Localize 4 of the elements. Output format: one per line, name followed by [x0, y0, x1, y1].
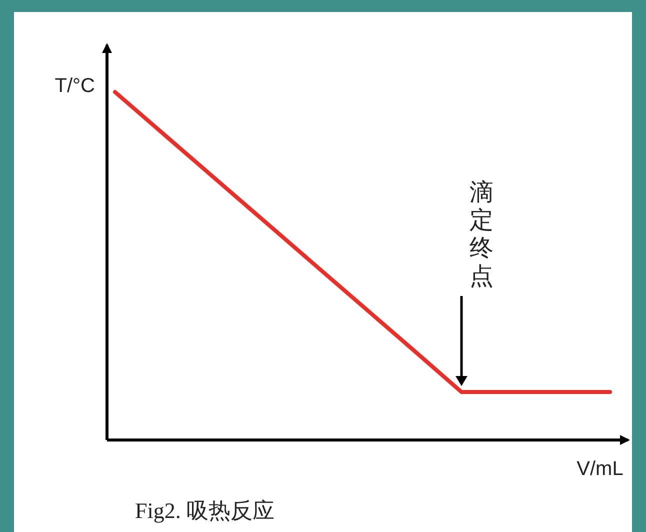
caption: Fig2. 吸热反应 [135, 498, 274, 523]
x-axis-title: V/mL [576, 458, 624, 480]
annotation: 滴定终点 [470, 179, 494, 290]
y-axis-title: T/°C [54, 75, 95, 97]
